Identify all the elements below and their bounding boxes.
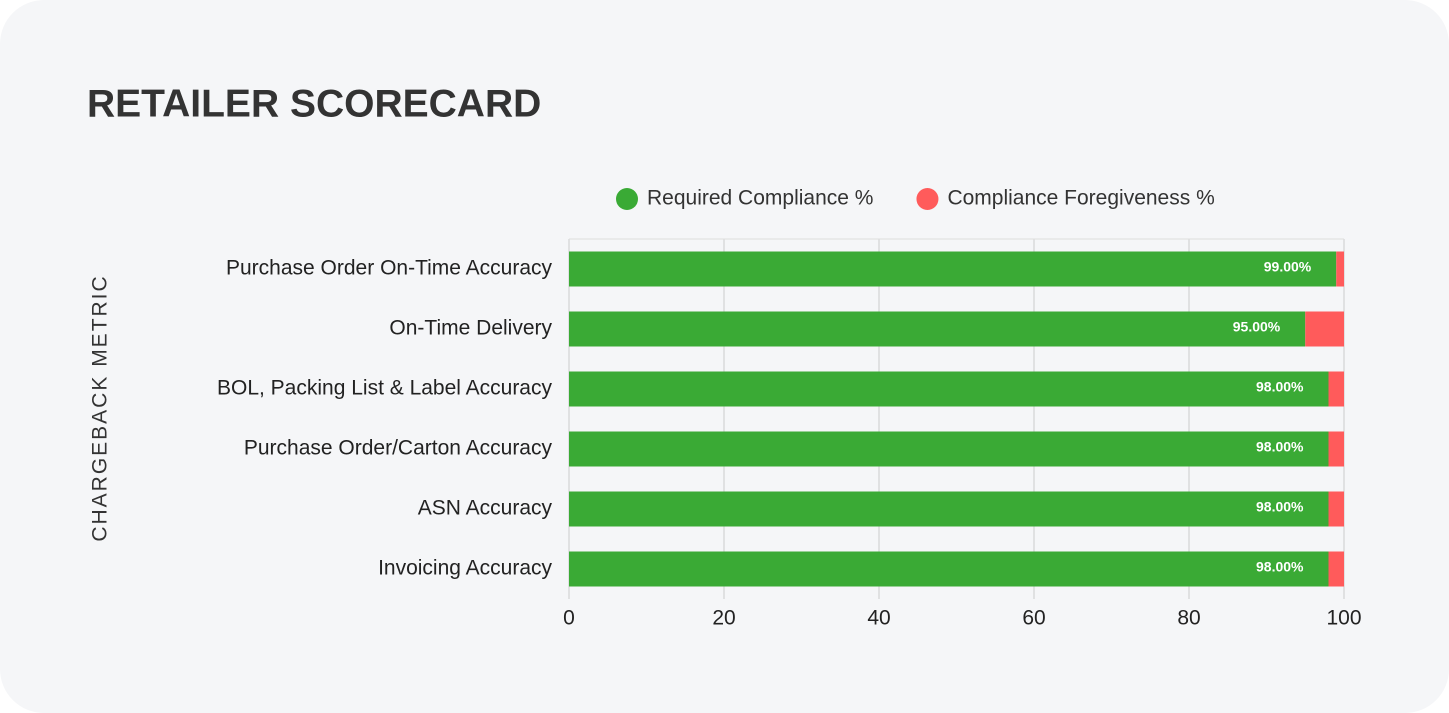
y-axis-label: CHARGEBACK METRIC — [89, 274, 112, 541]
data-label: 98.00% — [1256, 379, 1304, 395]
y-tick-label: BOL, Packing List & Label Accuracy — [217, 377, 553, 400]
legend-swatch — [616, 188, 638, 210]
y-tick-label: Purchase Order On-Time Accuracy — [226, 257, 552, 280]
data-label: 99.00% — [1264, 259, 1312, 275]
bar — [569, 491, 1329, 527]
bar — [1328, 431, 1344, 467]
bar — [569, 311, 1306, 347]
bar — [1328, 491, 1344, 527]
data-label: 98.00% — [1256, 499, 1304, 515]
bar — [569, 371, 1329, 407]
bar — [1336, 251, 1344, 287]
bar — [1328, 371, 1344, 407]
data-label: 98.00% — [1256, 439, 1304, 455]
legend-label: Compliance Foregiveness % — [947, 187, 1214, 210]
chart-title: RETAILER SCORECARD — [87, 82, 541, 125]
data-label: 98.00% — [1256, 559, 1304, 575]
bar — [1328, 551, 1344, 587]
bar — [569, 551, 1329, 587]
x-tick-label: 0 — [563, 607, 575, 630]
x-tick-label: 80 — [1177, 607, 1200, 630]
bar — [1305, 311, 1344, 347]
x-tick-label: 60 — [1022, 607, 1045, 630]
data-label: 95.00% — [1233, 319, 1281, 335]
bar — [569, 431, 1329, 467]
x-tick-label: 20 — [712, 607, 735, 630]
legend-label: Required Compliance % — [647, 187, 873, 210]
x-tick-label: 40 — [867, 607, 890, 630]
y-tick-label: Invoicing Accuracy — [378, 557, 552, 580]
y-tick-label: Purchase Order/Carton Accuracy — [244, 437, 553, 460]
y-tick-label: On-Time Delivery — [389, 317, 552, 340]
x-tick-label: 100 — [1326, 607, 1361, 630]
legend-swatch — [916, 188, 939, 210]
bar — [569, 251, 1337, 287]
y-tick-label: ASN Accuracy — [418, 497, 553, 520]
